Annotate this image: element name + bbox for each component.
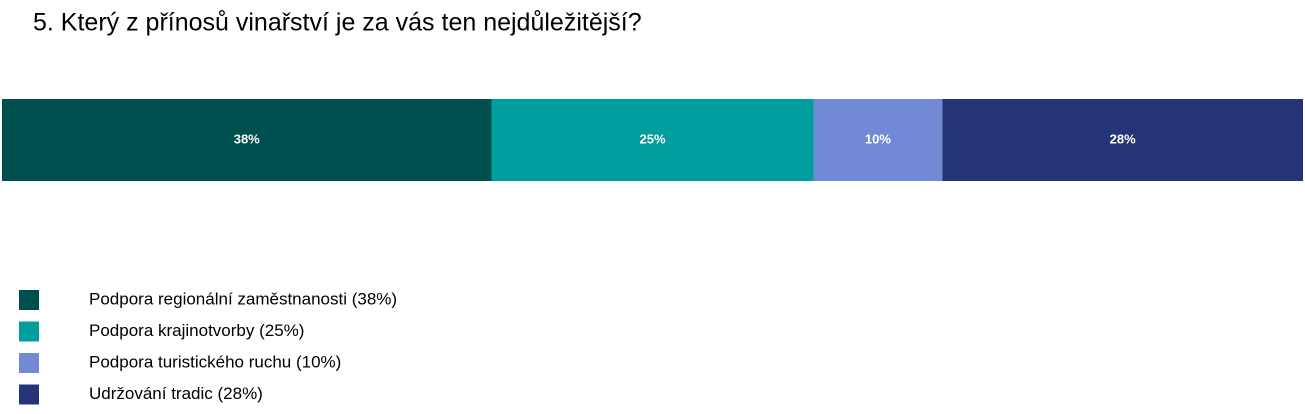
data-label: 28% — [1110, 131, 1136, 146]
legend-label: Podpora regionální zaměstnanosti (38%) — [89, 289, 397, 308]
legend-swatch — [19, 384, 39, 405]
legend-swatch — [19, 353, 39, 373]
data-label: 25% — [639, 131, 665, 146]
legend-label: Podpora krajinotvorby (25%) — [89, 321, 304, 340]
legend-swatch — [19, 321, 39, 342]
data-label: 38% — [234, 131, 260, 146]
bar-segment — [2, 99, 492, 181]
bar-segment — [491, 99, 814, 181]
bar-segment — [813, 99, 943, 181]
data-label: 10% — [865, 131, 891, 146]
legend-label: Podpora turistického ruchu (10%) — [89, 352, 341, 371]
legend-label: Udržování tradic (28%) — [89, 384, 263, 403]
legend-swatch — [19, 290, 39, 310]
bar-segment — [942, 99, 1303, 181]
chart-title: 5. Který z přínosů vinařství je za vás t… — [33, 9, 642, 37]
